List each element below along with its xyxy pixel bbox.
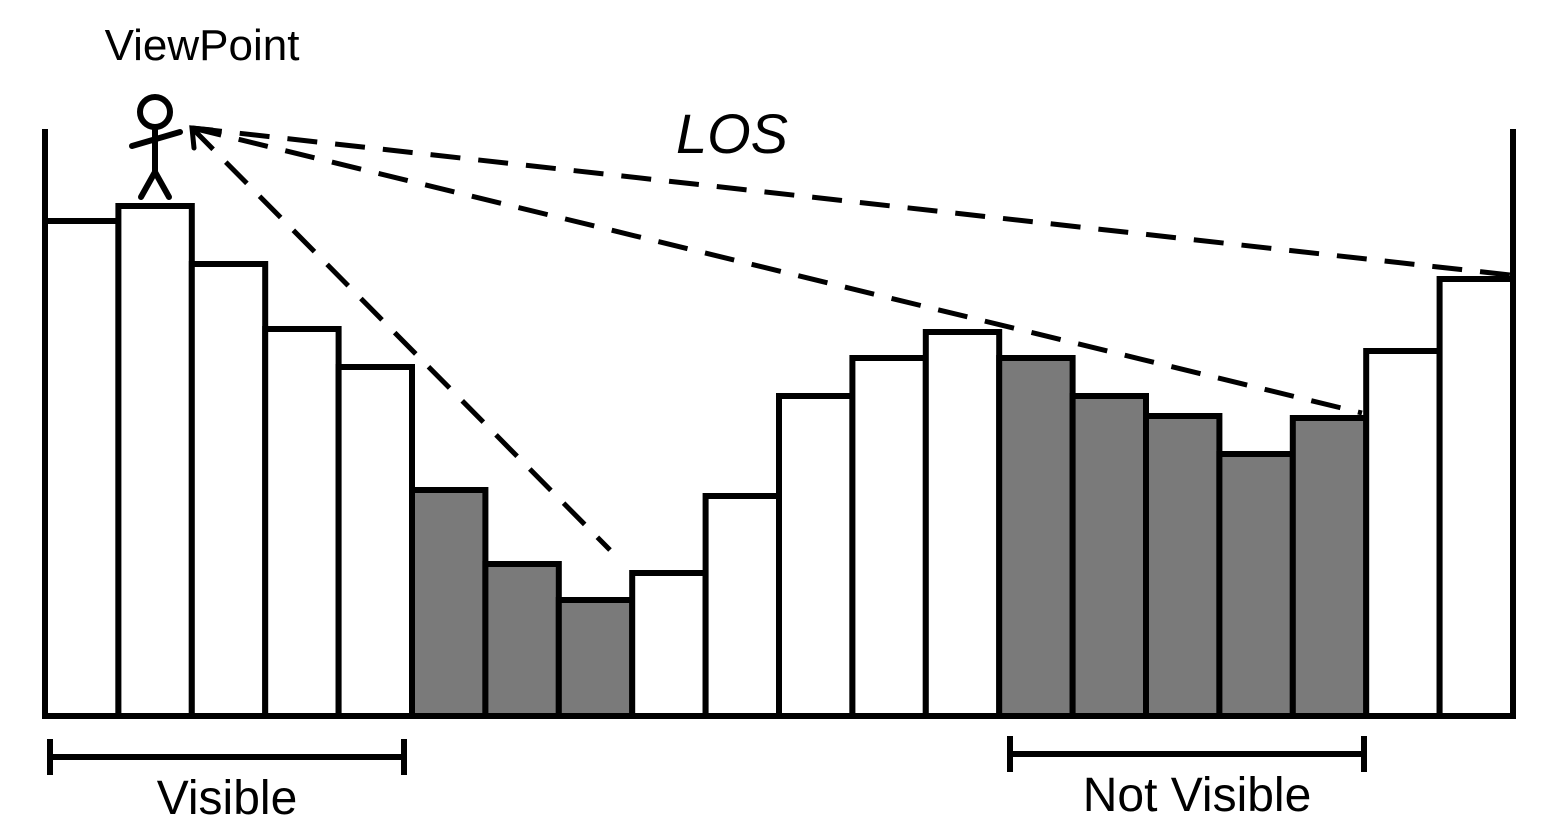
terrain-column-visible — [922, 329, 1003, 719]
terrain-column-visible — [702, 493, 782, 719]
terrain-column-hidden — [555, 597, 636, 719]
arrowhead-icon — [189, 125, 215, 151]
terrain-column-hidden — [409, 487, 489, 719]
terrain-columns — [42, 203, 1516, 719]
terrain-column-hidden — [1289, 415, 1370, 719]
terrain-column-visible — [335, 364, 416, 719]
los-ray-far — [191, 125, 1511, 278]
viewpoint-label: ViewPoint — [105, 21, 300, 70]
terrain-column-visible — [262, 326, 342, 719]
los-ray-down — [190, 126, 612, 552]
terrain-column-visible — [188, 261, 269, 719]
visible-label: Visible — [157, 772, 298, 825]
terrain-column-visible — [849, 355, 929, 719]
not-visible-range-bracket — [1007, 736, 1367, 772]
not-visible-label: Not Visible — [1083, 769, 1312, 822]
los-label: LOS — [676, 102, 788, 165]
terrain-column-visible — [42, 218, 122, 719]
terrain-column-visible — [115, 203, 195, 719]
terrain-column-visible — [1436, 276, 1516, 719]
terrain-column-hidden — [1069, 393, 1149, 719]
terrain-column-hidden — [482, 561, 562, 719]
los-ray-middle — [191, 125, 1363, 416]
los-arrowheads — [189, 125, 215, 151]
terrain-column-hidden — [1143, 413, 1223, 719]
visible-range-bracket — [47, 739, 407, 775]
person-icon — [129, 94, 183, 200]
terrain-column-visible — [776, 393, 856, 719]
los-rays — [190, 125, 1511, 552]
terrain-column-hidden — [996, 355, 1076, 719]
terrain-column-visible — [629, 570, 709, 719]
terrain-column-visible — [1363, 348, 1443, 719]
terrain-frame — [42, 129, 1516, 719]
terrain-column-hidden — [1216, 451, 1296, 719]
